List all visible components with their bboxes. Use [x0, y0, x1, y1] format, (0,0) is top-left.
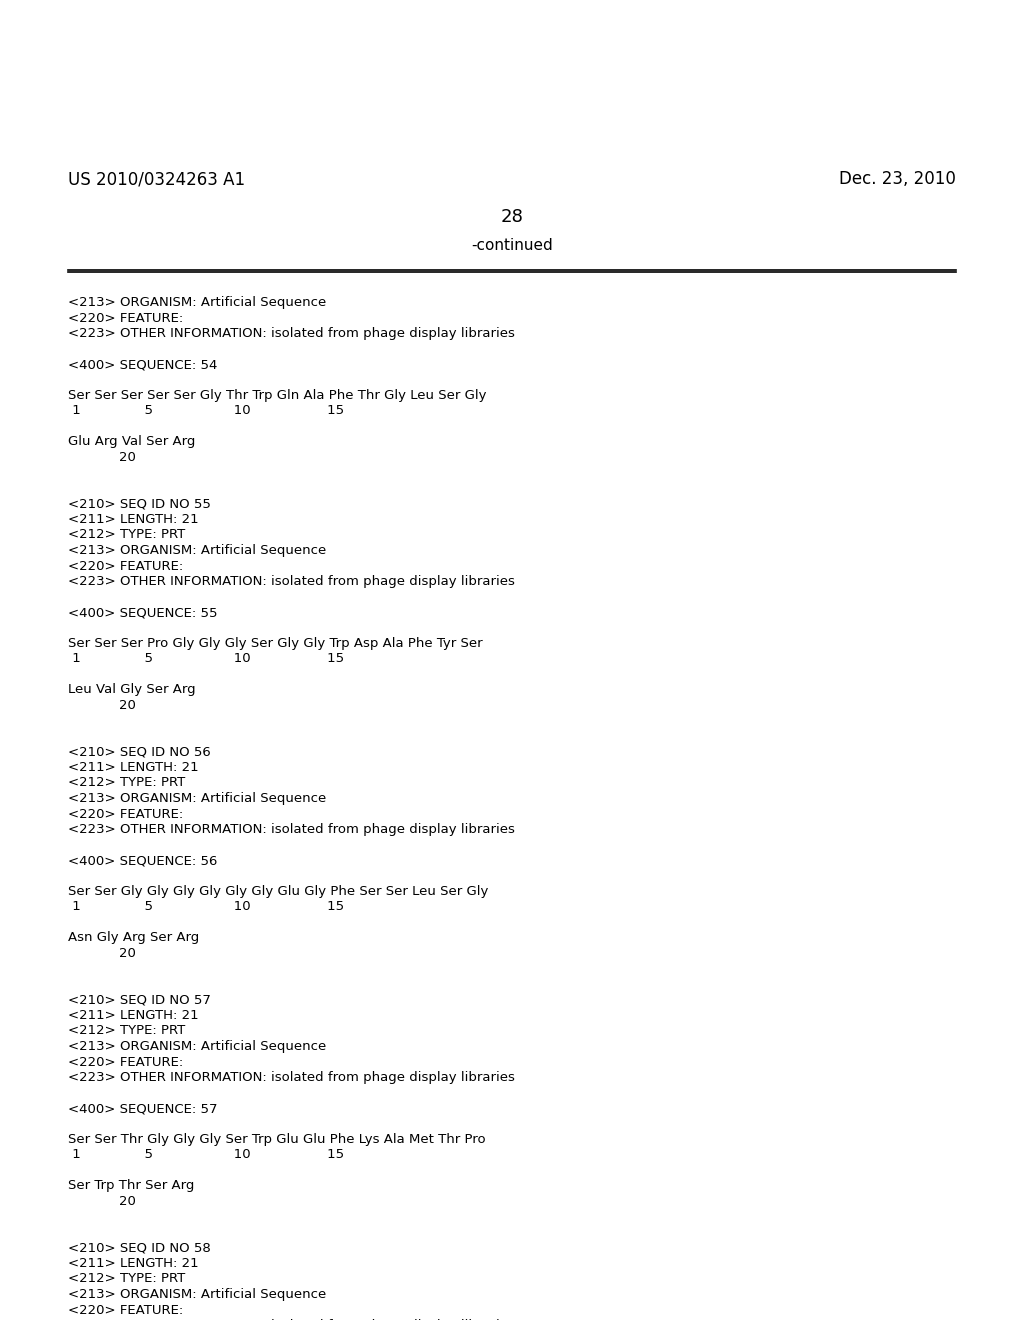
Text: 1               5                   10                  15: 1 5 10 15 — [68, 404, 344, 417]
Text: <220> FEATURE:: <220> FEATURE: — [68, 808, 183, 821]
Text: 20: 20 — [68, 451, 136, 465]
Text: 28: 28 — [501, 209, 523, 226]
Text: 20: 20 — [68, 1195, 136, 1208]
Text: <400> SEQUENCE: 54: <400> SEQUENCE: 54 — [68, 358, 217, 371]
Text: Leu Val Gly Ser Arg: Leu Val Gly Ser Arg — [68, 684, 196, 697]
Text: 20: 20 — [68, 700, 136, 711]
Text: <223> OTHER INFORMATION: isolated from phage display libraries: <223> OTHER INFORMATION: isolated from p… — [68, 822, 515, 836]
Text: Ser Trp Thr Ser Arg: Ser Trp Thr Ser Arg — [68, 1180, 195, 1192]
Text: <223> OTHER INFORMATION: isolated from phage display libraries: <223> OTHER INFORMATION: isolated from p… — [68, 327, 515, 341]
Text: <212> TYPE: PRT: <212> TYPE: PRT — [68, 528, 185, 541]
Text: <400> SEQUENCE: 55: <400> SEQUENCE: 55 — [68, 606, 217, 619]
Text: <211> LENGTH: 21: <211> LENGTH: 21 — [68, 1008, 199, 1022]
Text: 1               5                   10                  15: 1 5 10 15 — [68, 900, 344, 913]
Text: <213> ORGANISM: Artificial Sequence: <213> ORGANISM: Artificial Sequence — [68, 1040, 327, 1053]
Text: <213> ORGANISM: Artificial Sequence: <213> ORGANISM: Artificial Sequence — [68, 1288, 327, 1302]
Text: <220> FEATURE:: <220> FEATURE: — [68, 1304, 183, 1316]
Text: Ser Ser Ser Pro Gly Gly Gly Ser Gly Gly Trp Asp Ala Phe Tyr Ser: Ser Ser Ser Pro Gly Gly Gly Ser Gly Gly … — [68, 638, 482, 649]
Text: Ser Ser Thr Gly Gly Gly Ser Trp Glu Glu Phe Lys Ala Met Thr Pro: Ser Ser Thr Gly Gly Gly Ser Trp Glu Glu … — [68, 1133, 485, 1146]
Text: <212> TYPE: PRT: <212> TYPE: PRT — [68, 1272, 185, 1286]
Text: Ser Ser Ser Ser Ser Gly Thr Trp Gln Ala Phe Thr Gly Leu Ser Gly: Ser Ser Ser Ser Ser Gly Thr Trp Gln Ala … — [68, 389, 486, 403]
Text: <220> FEATURE:: <220> FEATURE: — [68, 1056, 183, 1068]
Text: <210> SEQ ID NO 58: <210> SEQ ID NO 58 — [68, 1242, 211, 1254]
Text: <211> LENGTH: 21: <211> LENGTH: 21 — [68, 513, 199, 525]
Text: 1               5                   10                  15: 1 5 10 15 — [68, 652, 344, 665]
Text: <210> SEQ ID NO 57: <210> SEQ ID NO 57 — [68, 994, 211, 1006]
Text: Asn Gly Arg Ser Arg: Asn Gly Arg Ser Arg — [68, 932, 200, 945]
Text: -continued: -continued — [471, 238, 553, 253]
Text: <212> TYPE: PRT: <212> TYPE: PRT — [68, 776, 185, 789]
Text: US 2010/0324263 A1: US 2010/0324263 A1 — [68, 170, 245, 187]
Text: <213> ORGANISM: Artificial Sequence: <213> ORGANISM: Artificial Sequence — [68, 544, 327, 557]
Text: Ser Ser Gly Gly Gly Gly Gly Gly Glu Gly Phe Ser Ser Leu Ser Gly: Ser Ser Gly Gly Gly Gly Gly Gly Glu Gly … — [68, 884, 488, 898]
Text: <213> ORGANISM: Artificial Sequence: <213> ORGANISM: Artificial Sequence — [68, 792, 327, 805]
Text: <211> LENGTH: 21: <211> LENGTH: 21 — [68, 762, 199, 774]
Text: <400> SEQUENCE: 57: <400> SEQUENCE: 57 — [68, 1102, 217, 1115]
Text: <223> OTHER INFORMATION: isolated from phage display libraries: <223> OTHER INFORMATION: isolated from p… — [68, 1071, 515, 1084]
Text: <210> SEQ ID NO 56: <210> SEQ ID NO 56 — [68, 746, 211, 759]
Text: <213> ORGANISM: Artificial Sequence: <213> ORGANISM: Artificial Sequence — [68, 296, 327, 309]
Text: Dec. 23, 2010: Dec. 23, 2010 — [839, 170, 956, 187]
Text: 20: 20 — [68, 946, 136, 960]
Text: 1               5                   10                  15: 1 5 10 15 — [68, 1148, 344, 1162]
Text: <210> SEQ ID NO 55: <210> SEQ ID NO 55 — [68, 498, 211, 511]
Text: <400> SEQUENCE: 56: <400> SEQUENCE: 56 — [68, 854, 217, 867]
Text: <220> FEATURE:: <220> FEATURE: — [68, 312, 183, 325]
Text: <211> LENGTH: 21: <211> LENGTH: 21 — [68, 1257, 199, 1270]
Text: <220> FEATURE:: <220> FEATURE: — [68, 560, 183, 573]
Text: <223> OTHER INFORMATION: isolated from phage display libraries: <223> OTHER INFORMATION: isolated from p… — [68, 576, 515, 587]
Text: Glu Arg Val Ser Arg: Glu Arg Val Ser Arg — [68, 436, 196, 449]
Text: <212> TYPE: PRT: <212> TYPE: PRT — [68, 1024, 185, 1038]
